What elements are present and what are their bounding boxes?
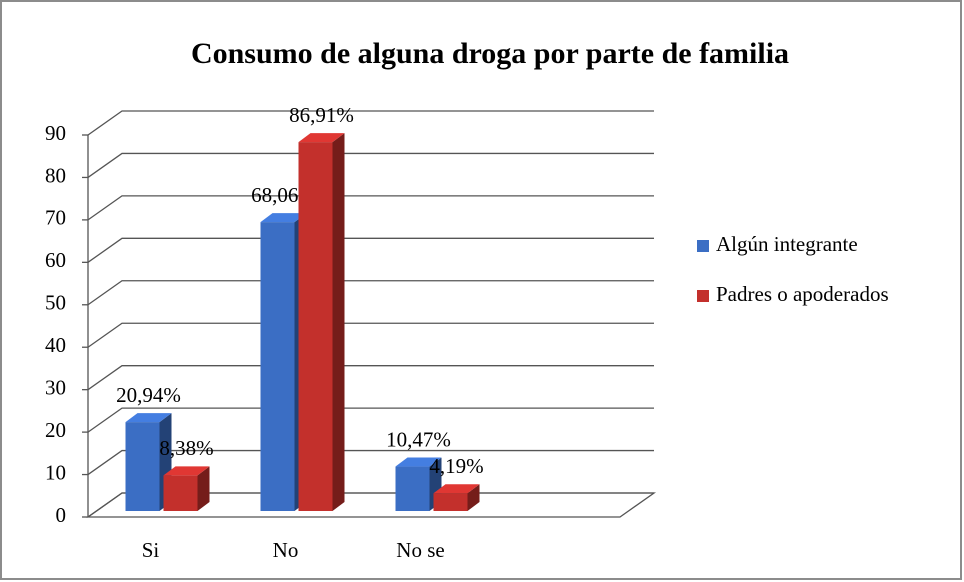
legend-label: Algún integrante [716,232,858,256]
grid-line [87,237,654,263]
grid-line [87,407,654,433]
y-tick-label: 10 [45,460,66,484]
bar-top [395,457,442,467]
back-wall [122,111,655,493]
y-tick-label: 70 [45,206,66,230]
y-tick-label: 20 [45,418,66,442]
y-tick-label: 60 [45,248,66,272]
x-tick-label: No [273,538,299,562]
y-tick-label: 80 [45,163,66,187]
grid-line [87,280,654,306]
grid-line [87,152,654,178]
grid-line [87,449,654,476]
bar-side [197,466,210,511]
y-tick-label: 90 [45,121,66,145]
chart-title: Consumo de alguna droga por parte de fam… [191,37,789,70]
y-tick-label: 40 [45,333,66,357]
bar-top [163,466,210,476]
bar-top [298,133,345,143]
bar-side [467,484,480,511]
value-label: 4,19% [429,454,483,478]
legend-marker [697,290,709,302]
bar [298,142,333,511]
y-tick-label: 30 [45,375,66,399]
bar-side [332,133,345,511]
value-label: 20,94% [116,383,181,407]
x-tick-label: Si [142,538,160,562]
bar [395,466,430,511]
x-tick-label: No se [396,538,444,562]
y-tick-label: 0 [56,503,67,527]
grid-line [87,110,654,136]
grid-line [87,322,654,348]
legend-label: Padres o apoderados [716,282,889,306]
y-tick-label: 50 [45,291,66,315]
legend-marker [697,240,709,252]
grid-line [87,195,654,221]
bar-top [260,213,307,223]
bar [260,222,295,511]
value-label: 8,38% [159,436,213,460]
bar-top [433,484,480,494]
value-label: 10,47% [386,427,451,451]
bar-top [125,413,172,423]
grid-line [87,365,654,391]
bar [433,493,468,511]
value-label: 86,91% [289,103,354,127]
bar [163,475,198,511]
bar [125,422,160,511]
